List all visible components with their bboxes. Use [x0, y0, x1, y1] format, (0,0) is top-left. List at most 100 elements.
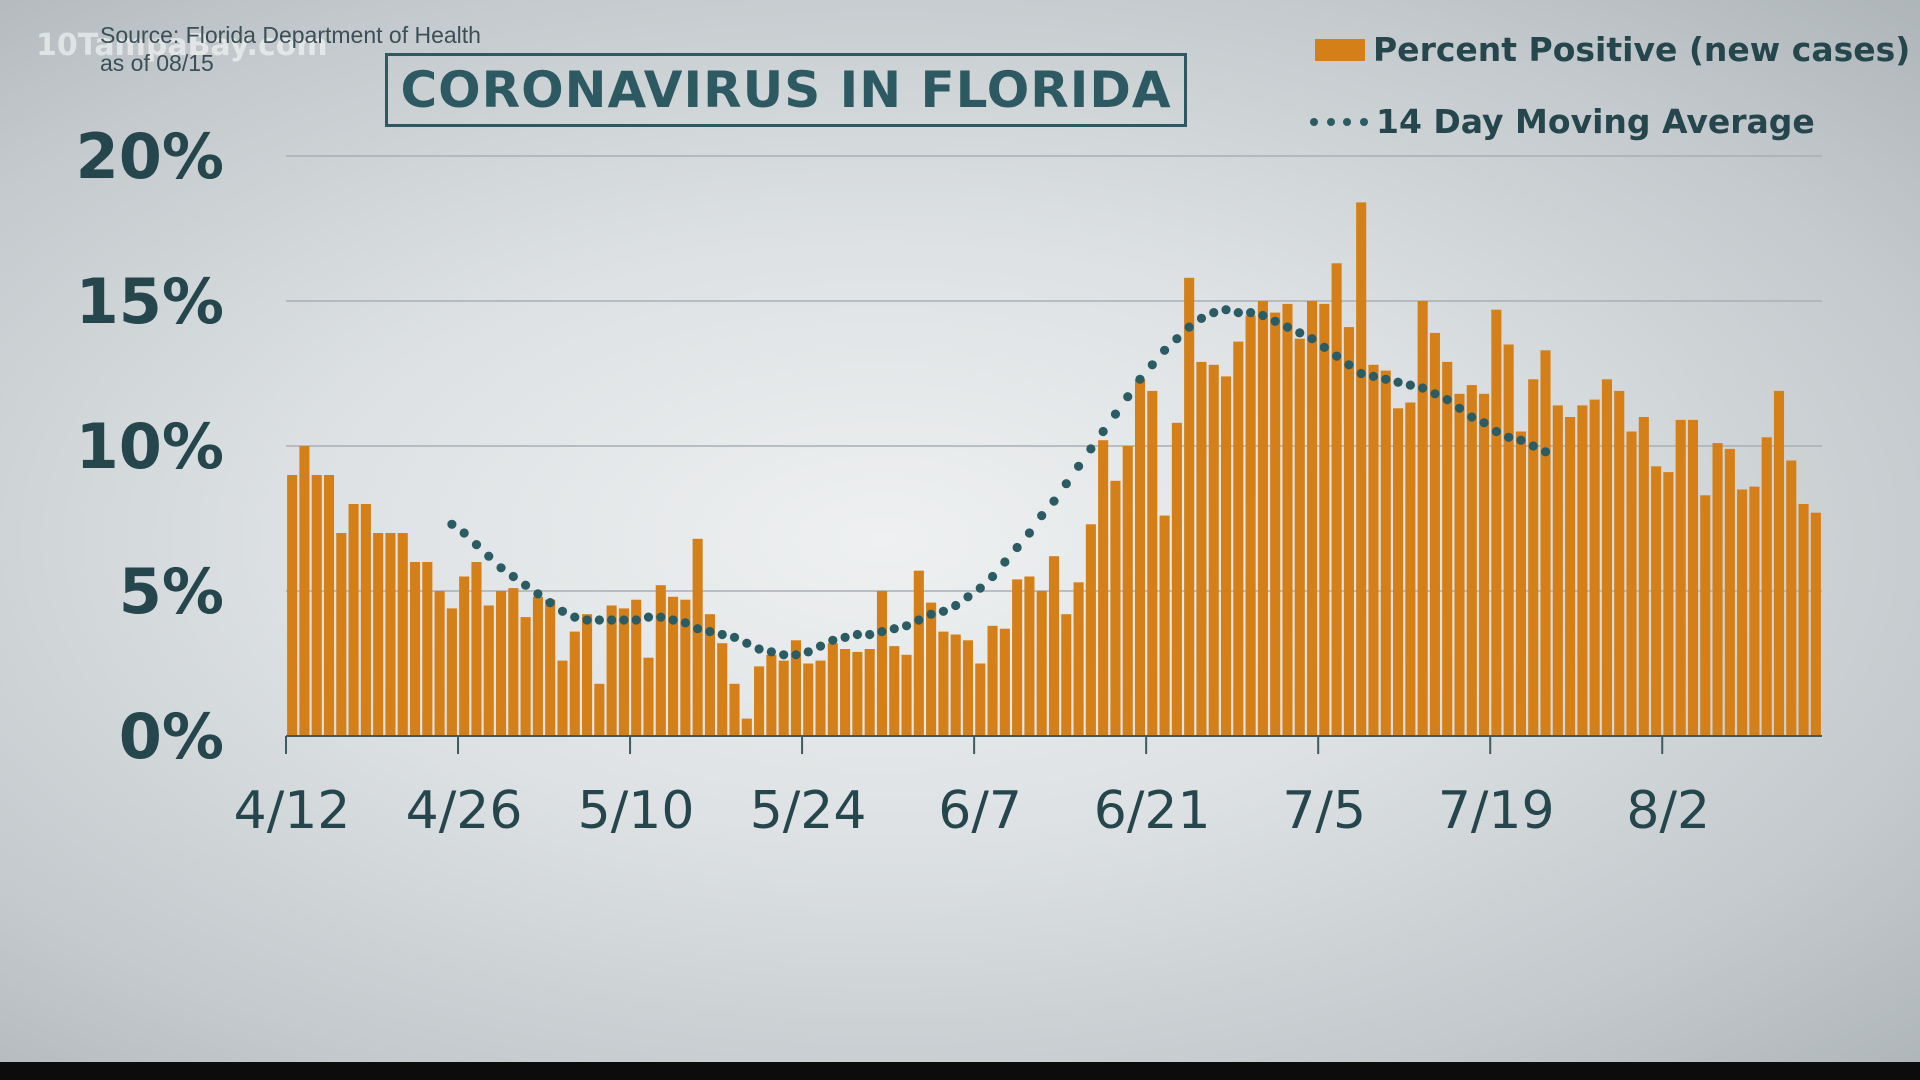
- y-axis-labels: 0% 5% 10% 15% 20%: [76, 120, 224, 773]
- avg-point-9: [557, 606, 568, 616]
- avg-point-56: [1135, 374, 1145, 384]
- bar-38: [754, 666, 765, 736]
- bar-3: [323, 475, 335, 736]
- bar-119: [1749, 486, 1760, 736]
- avg-point-46: [1012, 542, 1022, 553]
- bar-99: [1503, 344, 1514, 736]
- x-tick-label-7: 7/19: [1438, 781, 1555, 841]
- bar-72: [1171, 422, 1182, 736]
- bar-17: [495, 591, 507, 736]
- bar-46: [852, 651, 863, 736]
- bar-66: [1098, 440, 1109, 736]
- avg-point-73: [1344, 360, 1354, 370]
- avg-point-57: [1147, 360, 1157, 370]
- avg-point-85: [1491, 426, 1501, 437]
- bar-59: [1012, 579, 1023, 736]
- bar-84: [1319, 303, 1330, 736]
- avg-point-75: [1368, 371, 1379, 381]
- bar-51: [913, 570, 924, 736]
- bar-123: [1798, 504, 1809, 736]
- x-tick-label-6: 7/5: [1282, 781, 1366, 841]
- bar-18: [508, 588, 519, 736]
- bar-40: [778, 660, 789, 736]
- bar-47: [864, 649, 875, 736]
- bar-15: [471, 562, 482, 736]
- bar-75: [1208, 364, 1219, 736]
- bar-4: [336, 533, 347, 736]
- bar-10: [409, 562, 421, 736]
- bar-97: [1479, 393, 1490, 736]
- avg-point-2: [471, 540, 482, 550]
- bar-52: [926, 602, 937, 736]
- avg-point-63: [1221, 305, 1231, 315]
- bar-100: [1515, 431, 1526, 736]
- as-of-date: as of 08/15: [100, 50, 214, 76]
- legend-dots-swatch: [1310, 117, 1368, 126]
- avg-point-53: [1098, 426, 1108, 437]
- avg-point-62: [1209, 308, 1219, 318]
- bar-32: [680, 599, 691, 736]
- legend-bar-swatch: [1315, 38, 1365, 61]
- bar-44: [827, 643, 838, 736]
- avg-point-14: [619, 615, 629, 625]
- avg-point-50: [1061, 479, 1071, 489]
- bar-41: [790, 640, 801, 736]
- bar-78: [1245, 315, 1256, 736]
- bar-88: [1368, 364, 1379, 736]
- legend-label-percent-positive: Percent Positive (new cases): [1373, 30, 1911, 69]
- avg-point-0: [447, 519, 457, 529]
- avg-point-3: [484, 551, 494, 561]
- bar-36: [729, 683, 740, 736]
- bar-70: [1147, 390, 1158, 736]
- avg-point-4: [496, 563, 506, 573]
- avg-point-64: [1233, 308, 1243, 318]
- bar-104: [1565, 417, 1576, 736]
- bar-50: [901, 654, 912, 736]
- x-tick-label-2: 5/10: [578, 781, 695, 841]
- source-note: Source: Florida Department of Health: [100, 22, 481, 48]
- bar-108: [1614, 390, 1625, 736]
- avg-point-31: [828, 635, 838, 645]
- bar-121: [1773, 390, 1785, 736]
- bar-56: [975, 663, 986, 736]
- bar-19: [520, 617, 531, 736]
- avg-point-89: [1540, 447, 1551, 457]
- chart-title: CORONAVIRUS IN FLORIDA: [400, 61, 1172, 119]
- bar-101: [1528, 379, 1539, 736]
- bar-55: [962, 640, 974, 736]
- bar-116: [1712, 443, 1723, 736]
- avg-point-84: [1479, 418, 1489, 428]
- x-axis-labels: 4/12 4/26 5/10 5/24 6/7 6/21 7/5 7/19 8/2: [234, 781, 1710, 841]
- bar-53: [938, 631, 949, 736]
- title-box: CORONAVIRUS IN FLORIDA: [385, 53, 1187, 127]
- bar-57: [987, 625, 998, 736]
- bar-89: [1380, 370, 1391, 736]
- bar-122: [1786, 460, 1797, 736]
- avg-point-52: [1086, 444, 1096, 454]
- avg-point-5: [508, 571, 518, 582]
- bar-6: [360, 504, 371, 736]
- bar-7: [373, 533, 384, 736]
- avg-point-55: [1123, 392, 1133, 402]
- avg-point-17: [656, 612, 666, 622]
- bar-110: [1638, 417, 1649, 736]
- bar-9: [397, 533, 408, 736]
- legend-label-moving-average: 14 Day Moving Average: [1376, 102, 1815, 141]
- avg-point-43: [975, 583, 985, 593]
- avg-point-42: [963, 592, 973, 602]
- bar-27: [618, 608, 629, 736]
- line-series-moving-average: [447, 305, 1551, 660]
- avg-point-26: [766, 647, 776, 657]
- bar-8: [385, 533, 396, 736]
- avg-point-81: [1442, 395, 1452, 405]
- bar-107: [1601, 379, 1613, 736]
- bar-79: [1257, 301, 1268, 736]
- bar-124: [1810, 512, 1821, 736]
- avg-point-24: [742, 638, 752, 648]
- bar-95: [1454, 393, 1465, 736]
- avg-point-37: [901, 621, 912, 631]
- bar-0: [287, 475, 298, 736]
- bar-112: [1663, 472, 1674, 736]
- bar-114: [1687, 419, 1699, 736]
